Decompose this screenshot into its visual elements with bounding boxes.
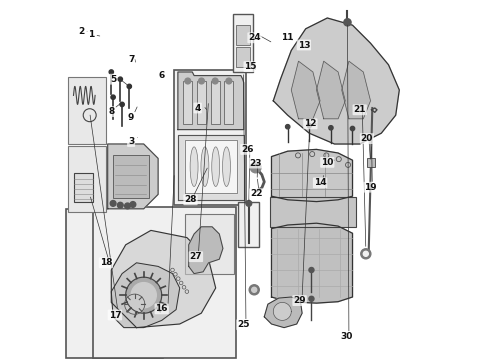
Polygon shape [178, 135, 244, 200]
Text: 13: 13 [297, 41, 309, 50]
Text: 3: 3 [128, 137, 134, 146]
Text: 27: 27 [189, 252, 202, 261]
Circle shape [363, 251, 367, 256]
Polygon shape [273, 18, 399, 144]
Text: 19: 19 [364, 183, 376, 192]
Bar [269, 197, 355, 227]
Circle shape [249, 285, 259, 295]
Text: 25: 25 [237, 320, 249, 329]
Text: 6: 6 [158, 71, 164, 80]
Polygon shape [264, 297, 302, 328]
Polygon shape [111, 230, 215, 328]
Circle shape [124, 203, 130, 209]
Text: 23: 23 [248, 158, 261, 168]
Circle shape [117, 202, 123, 208]
Bar [366, 158, 374, 167]
Circle shape [127, 84, 131, 89]
Circle shape [184, 78, 190, 84]
Circle shape [349, 126, 354, 131]
Circle shape [198, 78, 204, 84]
Text: 21: 21 [353, 105, 365, 114]
Polygon shape [271, 223, 352, 303]
Text: 11: 11 [280, 33, 293, 42]
Polygon shape [316, 61, 345, 119]
Circle shape [225, 78, 231, 84]
Bar [93, 207, 235, 358]
Bar [235, 25, 249, 45]
Polygon shape [291, 61, 320, 119]
Text: 14: 14 [313, 179, 326, 188]
Text: 2: 2 [79, 27, 85, 36]
Circle shape [212, 78, 218, 84]
Circle shape [343, 19, 350, 26]
Bar [174, 70, 246, 205]
Text: 26: 26 [241, 145, 253, 154]
Text: 29: 29 [293, 296, 305, 305]
Ellipse shape [201, 147, 208, 186]
Bar [68, 77, 106, 144]
Bar [235, 47, 249, 67]
Ellipse shape [222, 147, 230, 186]
Circle shape [308, 267, 313, 273]
Circle shape [328, 126, 332, 130]
Polygon shape [178, 72, 244, 130]
Circle shape [285, 125, 289, 129]
Text: 28: 28 [184, 195, 196, 204]
Ellipse shape [190, 147, 198, 186]
Circle shape [125, 277, 162, 313]
Bar [183, 81, 192, 124]
Bar [73, 173, 93, 202]
Bar [66, 209, 163, 358]
Circle shape [109, 70, 113, 74]
Circle shape [251, 287, 256, 292]
Circle shape [250, 162, 261, 173]
Circle shape [306, 123, 311, 128]
Bar [232, 14, 252, 72]
Text: 7: 7 [128, 55, 134, 64]
Text: 15: 15 [244, 62, 256, 71]
Circle shape [245, 201, 251, 206]
Bar [238, 202, 259, 247]
Text: 12: 12 [304, 120, 316, 129]
Polygon shape [271, 149, 352, 202]
Text: 20: 20 [360, 134, 372, 143]
Text: 10: 10 [321, 158, 333, 167]
Text: 5: 5 [110, 75, 116, 84]
Circle shape [124, 294, 144, 314]
Text: 24: 24 [248, 33, 261, 42]
Text: 30: 30 [340, 332, 352, 341]
Polygon shape [185, 140, 236, 193]
Circle shape [360, 249, 370, 259]
Text: 18: 18 [100, 258, 112, 267]
Bar [224, 81, 233, 124]
Bar [113, 155, 149, 198]
Text: 16: 16 [155, 305, 167, 313]
Polygon shape [107, 144, 158, 209]
Bar [210, 81, 219, 124]
Circle shape [111, 95, 115, 99]
Text: 9: 9 [128, 113, 134, 122]
Text: 1: 1 [87, 31, 94, 40]
Circle shape [120, 102, 124, 107]
Bar [68, 146, 106, 212]
Text: 17: 17 [108, 310, 121, 320]
Polygon shape [111, 263, 179, 328]
Circle shape [273, 302, 291, 320]
Text: 22: 22 [250, 189, 262, 198]
Bar [185, 214, 233, 274]
Ellipse shape [211, 147, 219, 186]
Circle shape [130, 202, 136, 207]
Circle shape [308, 296, 313, 301]
Circle shape [118, 77, 122, 81]
Polygon shape [188, 227, 223, 274]
Circle shape [131, 283, 156, 308]
Polygon shape [341, 61, 370, 119]
Bar [197, 81, 205, 124]
Circle shape [110, 201, 116, 206]
Text: 4: 4 [194, 104, 201, 113]
Text: 8: 8 [108, 107, 114, 116]
